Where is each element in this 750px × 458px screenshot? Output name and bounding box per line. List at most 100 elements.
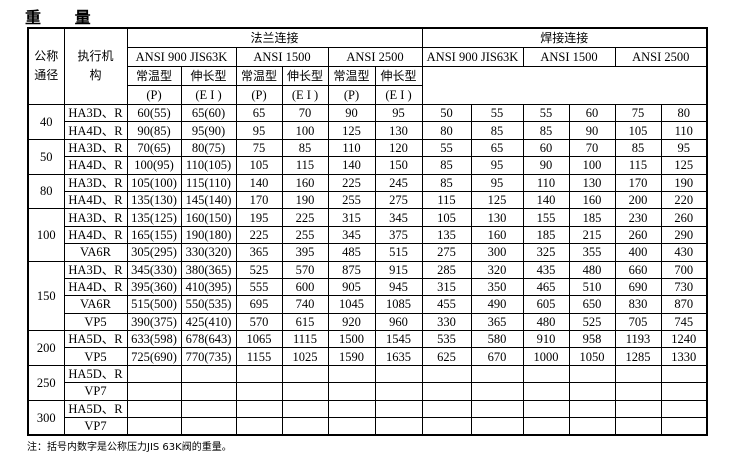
- flange-weight-cell: 315: [327, 208, 376, 227]
- weld-weight-cell: 85: [522, 121, 570, 140]
- header-type: 伸长型: [281, 66, 329, 86]
- weld-weight-cell: 285: [421, 260, 472, 279]
- flange-weight-cell: [235, 364, 283, 384]
- weld-weight-cell: 510: [568, 277, 616, 297]
- weld-weight-cell: 320: [470, 260, 524, 279]
- weld-weight-cell: [522, 382, 570, 401]
- weld-weight-cell: 130: [568, 173, 616, 192]
- flange-weight-cell: 345(330): [126, 260, 182, 279]
- weld-weight-cell: 60: [522, 138, 570, 158]
- weld-weight-cell: 85: [421, 173, 472, 192]
- flange-weight-cell: 140: [235, 173, 283, 192]
- flange-weight-cell: 1500: [327, 330, 376, 349]
- weld-weight-cell: 1050: [568, 347, 616, 366]
- flange-weight-cell: [180, 382, 237, 401]
- weld-weight-cell: [568, 399, 616, 419]
- flange-weight-cell: 145(140): [180, 190, 237, 210]
- weld-weight-cell: 85: [614, 138, 662, 158]
- header-type-code: (P): [327, 85, 376, 105]
- weld-weight-cell: 85: [470, 121, 524, 140]
- weld-weight-cell: 1285: [614, 347, 662, 366]
- flange-weight-cell: 60(55): [126, 103, 182, 123]
- header-type-code: (E I ): [281, 85, 329, 105]
- weld-weight-cell: 170: [614, 173, 662, 192]
- header-type-code: (E I ): [374, 85, 423, 105]
- header-type: 常温型: [126, 66, 182, 86]
- flange-weight-cell: [235, 417, 283, 436]
- weld-weight-cell: 330: [421, 312, 472, 332]
- flange-weight-cell: 115(110): [180, 173, 237, 192]
- table-row: 80 HA3D、R 105(100) 115(110) 140 160 225 245 85 95…: [27, 173, 708, 210]
- table-row: 150 HA3D、R 345(330) 380(365) 525 570 875 915 285…: [27, 260, 708, 332]
- weld-weight-cell: 185: [522, 225, 570, 245]
- table-row: VP5 725(690) 770(735) 1155 1025 1590 1635 625 67…: [28, 347, 708, 366]
- page-title: 重 量: [25, 8, 105, 27]
- flange-weight-cell: 550(535): [180, 295, 237, 314]
- weld-weight-cell: 125: [660, 156, 708, 175]
- flange-weight-cell: 135(130): [126, 190, 182, 210]
- weld-weight-cell: 75: [614, 103, 662, 123]
- table-row: 300 HA5D、R: [27, 399, 708, 436]
- weld-weight-cell: 745: [660, 312, 708, 332]
- flange-weight-cell: [327, 399, 376, 419]
- flange-weight-cell: 100: [281, 121, 329, 140]
- weld-weight-cell: [470, 417, 524, 436]
- weld-weight-cell: 55: [522, 103, 570, 123]
- weld-weight-cell: [470, 382, 524, 401]
- table-row: HA4D、R 90(85) 95(90) 95 100 125 130 80 85 85 90 105…: [28, 121, 708, 140]
- flange-weight-cell: 945: [374, 277, 423, 297]
- weld-weight-cell: 315: [421, 277, 472, 297]
- flange-weight-cell: 695: [235, 295, 283, 314]
- weld-weight-cell: 700: [660, 260, 708, 279]
- weld-weight-cell: 115: [421, 190, 472, 210]
- flange-weight-cell: 1635: [374, 347, 423, 366]
- table-row: HA4D、R 135(130) 145(140) 170 190 255 275 115 125…: [28, 190, 708, 210]
- actuator-cell: HA4D、R: [63, 277, 128, 297]
- flange-weight-cell: 905: [327, 277, 376, 297]
- flange-weight-cell: 555: [235, 277, 283, 297]
- flange-weight-cell: 515: [374, 243, 423, 262]
- table-row: 250 HA5D、R: [27, 364, 708, 401]
- flange-weight-cell: 395: [281, 243, 329, 262]
- flange-weight-cell: 100(95): [126, 156, 182, 175]
- flange-weight-cell: 633(598): [126, 330, 182, 349]
- weld-weight-cell: 155: [522, 208, 570, 227]
- flange-weight-cell: 960: [374, 312, 423, 332]
- flange-weight-cell: 225: [281, 208, 329, 227]
- flange-weight-cell: 70: [281, 103, 329, 123]
- weld-weight-cell: [421, 382, 472, 401]
- weld-weight-cell: 130: [470, 208, 524, 227]
- table-row: VA6R 305(295) 330(320) 365 395 485 515 275 300 32…: [28, 243, 708, 262]
- flange-weight-cell: 390(375): [126, 312, 182, 332]
- flange-weight-cell: 305(295): [126, 243, 182, 262]
- weld-weight-cell: 670: [470, 347, 524, 366]
- flange-weight-cell: 425(410): [180, 312, 237, 332]
- flange-weight-cell: 245: [374, 173, 423, 192]
- flange-weight-cell: 85: [281, 138, 329, 158]
- flange-weight-cell: 1545: [374, 330, 423, 349]
- weld-weight-cell: [614, 399, 662, 419]
- weld-weight-cell: 705: [614, 312, 662, 332]
- nominal-diameter-cell: 200: [27, 330, 65, 366]
- flange-weight-cell: 115: [281, 156, 329, 175]
- weld-weight-cell: 300: [470, 243, 524, 262]
- flange-weight-cell: 165(155): [126, 225, 182, 245]
- weld-weight-cell: 830: [614, 295, 662, 314]
- header-rating: ANSI 2500: [614, 47, 708, 67]
- weight-table: 公称通径 执行机构 法兰连接 焊接连接 ANSI 900 JIS63K ANSI 1500…: [27, 27, 708, 437]
- weld-weight-cell: [522, 399, 570, 419]
- actuator-cell: VP5: [63, 347, 128, 366]
- weld-weight-cell: 660: [614, 260, 662, 279]
- flange-weight-cell: 410(395): [180, 277, 237, 297]
- header-rating: ANSI 1500: [235, 47, 329, 67]
- weld-weight-cell: 95: [660, 138, 708, 158]
- weld-weight-cell: [568, 364, 616, 384]
- flange-weight-cell: 95: [374, 103, 423, 123]
- flange-weight-cell: 170: [235, 190, 283, 210]
- flange-weight-cell: 255: [281, 225, 329, 245]
- actuator-cell: HA3D、R: [63, 103, 128, 123]
- weld-weight-cell: 400: [614, 243, 662, 262]
- flange-weight-cell: 190(180): [180, 225, 237, 245]
- table-row: 100 HA3D、R 135(125) 160(150) 195 225 315 345 105…: [27, 208, 708, 262]
- flange-weight-cell: 65(60): [180, 103, 237, 123]
